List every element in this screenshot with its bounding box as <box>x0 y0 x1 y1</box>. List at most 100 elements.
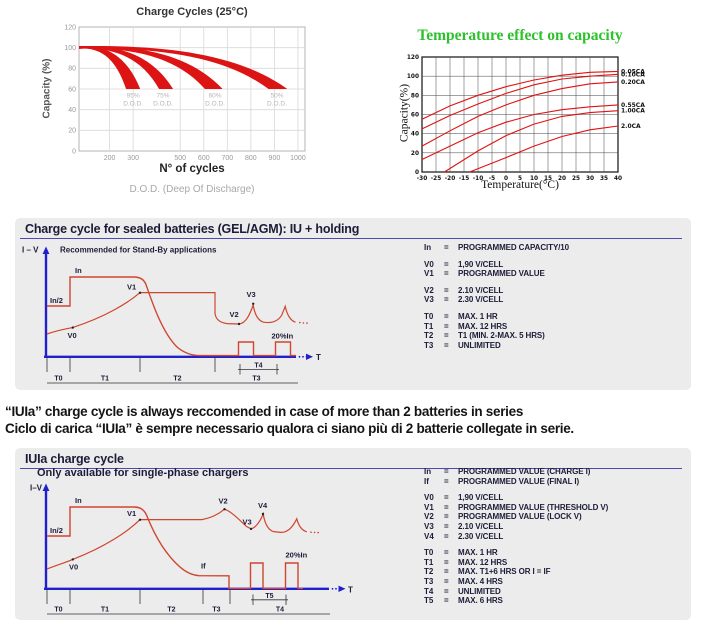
cycle-chart-footnote: D.O.D. (Deep Of Discharge) <box>129 184 255 195</box>
legend-symbol: V0 <box>424 259 434 269</box>
cycle-chart-plot: 95% D.O.D. 75% D.O.D. 60% D.O.D. 50% D.O.D. 0 20 4… <box>64 24 306 162</box>
y-axis-arrow-icon <box>42 246 50 254</box>
panel-iu-holding: Charge cycle for sealed batteries (GEL/A… <box>15 218 691 390</box>
legend-value: MAX. 1 HR <box>458 311 498 321</box>
legend-equals: = <box>444 259 449 269</box>
curve-dot <box>299 321 301 324</box>
series-curve <box>469 125 619 173</box>
x-tick-label: 40 <box>614 176 622 182</box>
legend-group: V0 = 1,90 V/CELL V1 = PROGRAMMED VALUE <box>424 260 569 279</box>
legend-value: MAX. 1 HR <box>458 548 498 558</box>
x-tick-label: -25 <box>431 176 441 182</box>
legend-equals: = <box>444 295 449 305</box>
legend-row: In = PROGRAMMED CAPACITY/10 <box>424 243 569 253</box>
legend-row: T1 = MAX. 12 HRS <box>424 558 608 568</box>
x-tick-label: 10 <box>530 176 538 182</box>
panel-iuia: IUIa charge cycle Only available for sin… <box>15 448 691 620</box>
v2-marker <box>237 322 241 326</box>
legend-symbol: T4 <box>424 586 434 596</box>
legend-value: PROGRAMMED CAPACITY/10 <box>458 243 569 252</box>
dod-band-pct-label: 50% <box>270 92 283 99</box>
y-tick-label: 40 <box>68 107 76 114</box>
pulse-label: 20%In <box>272 332 294 341</box>
time-dividers <box>46 358 298 384</box>
dod-band-pct-label: 60% <box>209 92 222 99</box>
v2-label: V2 <box>219 497 228 506</box>
legend-group: V2 = 2.10 V/CELL V3 = 2.30 V/CELL <box>424 286 569 305</box>
temp-chart-title: Temperature effect on capacity <box>417 27 623 44</box>
current-curve <box>47 276 296 357</box>
in-label: In <box>75 496 82 505</box>
series-curve <box>444 110 619 173</box>
dod-band-pct-label: 95% <box>127 92 140 99</box>
t1-label: T1 <box>101 607 109 614</box>
legend-symbol: T3 <box>424 576 434 586</box>
series-label: 0.20CA <box>621 79 645 86</box>
legend-symbol: T5 <box>424 596 434 606</box>
if-label: If <box>201 562 206 571</box>
legend-symbol: In <box>424 467 432 476</box>
dod-band-word-label: D.O.D. <box>153 101 173 108</box>
t2-label: T2 <box>173 376 181 383</box>
y-axis-arrow-icon <box>42 483 50 491</box>
pulse-label: 20%In <box>286 551 308 560</box>
v1-label: V1 <box>127 283 136 292</box>
dod-band-word-label: D.O.D. <box>205 101 225 108</box>
legend-row: V0 = 1,90 V/CELL <box>424 260 569 270</box>
y-tick-label: 80 <box>68 66 76 73</box>
t5-bracket-label: T5 <box>265 593 273 600</box>
y-tick-label: 60 <box>68 86 76 93</box>
legend-symbol: T0 <box>424 548 434 558</box>
curve-dot <box>317 531 320 534</box>
legend-row: T2 = MAX. T1+6 HRS OR I = IF <box>424 567 608 577</box>
in-half-label: In/2 <box>50 526 63 535</box>
t1-label: T1 <box>101 376 109 383</box>
v2-marker <box>223 508 226 511</box>
dod-band <box>79 45 174 89</box>
legend-row: V3 = 2.10 V/CELL <box>424 522 608 532</box>
x-tick-label: 700 <box>221 155 233 162</box>
x-tick-label: 200 <box>104 155 116 162</box>
y-tick-label: 0 <box>415 170 419 176</box>
legend-equals: = <box>444 502 449 512</box>
v0-marker <box>71 558 75 561</box>
legend-symbol: V0 <box>424 493 434 503</box>
legend-symbol: V2 <box>424 512 434 522</box>
legend-row: T0 = MAX. 1 HR <box>424 312 569 322</box>
y-tick-label: 120 <box>407 55 419 61</box>
v3-label: V3 <box>243 518 252 527</box>
legend-symbol: V4 <box>424 531 434 541</box>
legend-equals: = <box>444 576 449 586</box>
legend-symbol: V2 <box>424 285 434 295</box>
legend-group: T0 = MAX. 1 HR T1 = MAX. 12 HRS T2 = T1 (MIN. 2-… <box>424 312 569 350</box>
legend-row: T0 = MAX. 1 HR <box>424 548 608 558</box>
legend-row: If = PROGRAMMED VALUE (FINAL I) <box>424 477 608 487</box>
legend-row: V1 = PROGRAMMED VALUE <box>424 269 569 279</box>
series-label: 0.55CA <box>621 102 645 109</box>
legend-equals: = <box>444 467 449 476</box>
legend-row: T1 = MAX. 12 HRS <box>424 322 569 332</box>
cycle-chart-ylabel: Capacity (%) <box>41 58 53 119</box>
legend-row: V2 = 2.10 V/CELL <box>424 286 569 296</box>
panel-iu-holding-title: Charge cycle for sealed batteries (GEL/A… <box>25 222 360 236</box>
legend-row: T4 = UNLIMITED <box>424 587 608 597</box>
legend-row: V4 = 2.30 V/CELL <box>424 532 608 542</box>
iuia-legend: In = PROGRAMMED VALUE (CHARGE I) If = PROGRAM… <box>424 467 608 613</box>
legend-equals: = <box>444 531 449 541</box>
iuia-waveform: I–V T In In/2 If V0 V1 V2 V3 V4 20%In <box>30 483 353 615</box>
x-axis-arrow-icon <box>306 353 313 360</box>
legend-row: V1 = PROGRAMMED VALUE (THRESHOLD V) <box>424 503 608 513</box>
axis-dot <box>331 587 334 590</box>
legend-symbol: If <box>424 476 429 486</box>
legend-value: MAX. 4 HRS <box>458 576 503 586</box>
legend-group: T0 = MAX. 1 HR T1 = MAX. 12 HRS T2 = MAX. T1+6 H… <box>424 548 608 606</box>
legend-symbol: T1 <box>424 557 434 567</box>
standby-subtitle: Recommended for Stand-By applications <box>60 246 217 255</box>
legend-value: PROGRAMMED VALUE (LOCK V) <box>458 512 582 522</box>
curve-dot <box>302 322 305 324</box>
t3-label: T3 <box>252 376 260 383</box>
v4-marker <box>261 512 265 516</box>
series-curve <box>421 81 619 147</box>
x-tick-label: 500 <box>174 155 186 162</box>
